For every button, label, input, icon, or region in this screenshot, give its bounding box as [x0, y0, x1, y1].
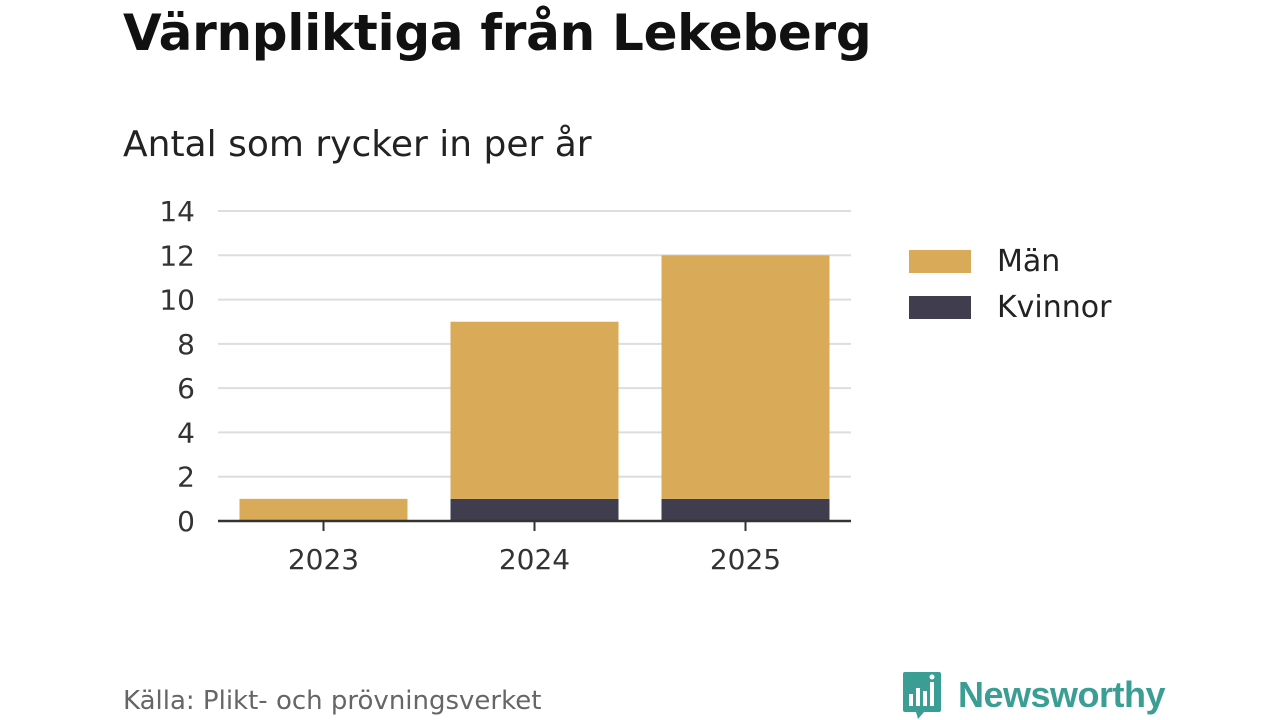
- legend-item-kvinnor: Kvinnor: [909, 284, 1111, 330]
- bars: [239, 255, 830, 521]
- y-axis-ticks: 0 2 4 6 8 10 12 14: [159, 195, 195, 538]
- bar-chart-speech-bubble-icon: [903, 672, 941, 719]
- y-tick-label: 2: [177, 461, 195, 494]
- chart-legend: Män Kvinnor: [909, 238, 1111, 330]
- bar-man-2025: [661, 255, 830, 499]
- x-tick-label: 2024: [499, 543, 570, 576]
- bar-kvinnor-2025: [661, 498, 830, 521]
- brand-logo-block: Newsworthy: [902, 670, 1166, 720]
- legend-swatch-kvinnor: [909, 295, 971, 319]
- y-tick-label: 8: [177, 328, 195, 361]
- y-tick-label: 0: [177, 505, 195, 538]
- chart-title: Värnpliktiga från Lekeberg: [123, 4, 872, 62]
- bar-man-2024: [450, 321, 619, 499]
- y-tick-label: 12: [159, 239, 195, 272]
- legend-item-man: Män: [909, 238, 1111, 284]
- y-tick-label: 6: [177, 372, 195, 405]
- legend-label-man: Män: [997, 243, 1061, 279]
- chart-subtitle: Antal som rycker in per år: [123, 124, 592, 165]
- x-tick-label: 2025: [710, 543, 781, 576]
- brand-name: Newsworthy: [958, 674, 1166, 715]
- source-note: Källa: Plikt- och prövningsverket: [123, 686, 542, 716]
- y-tick-label: 14: [159, 195, 195, 228]
- bar-man-2023: [239, 498, 408, 521]
- x-tick-label: 2023: [288, 543, 359, 576]
- y-tick-label: 4: [177, 416, 195, 449]
- bar-kvinnor-2024: [450, 498, 619, 521]
- legend-swatch-man: [909, 249, 971, 273]
- x-axis-ticks: 2023 2024 2025: [288, 521, 781, 576]
- y-tick-label: 10: [159, 284, 195, 317]
- legend-label-kvinnor: Kvinnor: [997, 289, 1112, 325]
